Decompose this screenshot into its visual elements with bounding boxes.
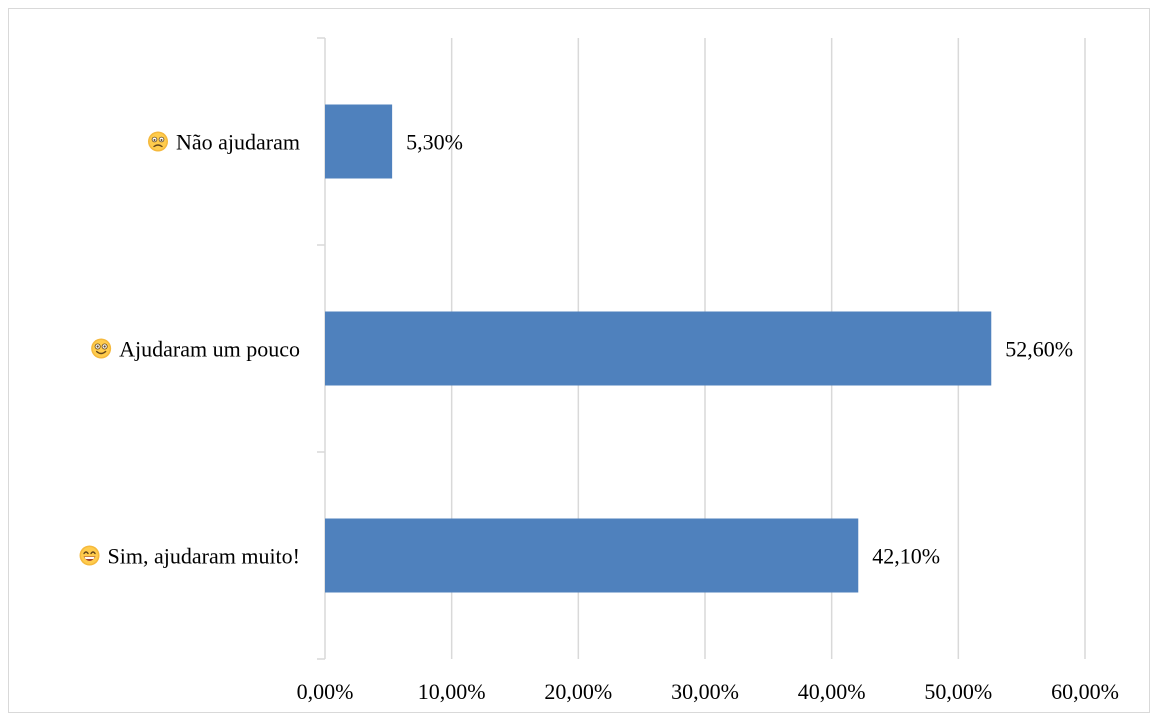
- icon-mouth: [95, 350, 107, 355]
- category-axis: [317, 37, 326, 660]
- x-tick-label: 60,00%: [1051, 679, 1119, 704]
- x-tick-label: 40,00%: [798, 679, 866, 704]
- bars: [325, 104, 992, 593]
- x-tick-label: 10,00%: [418, 679, 486, 704]
- category-icons: [79, 131, 168, 566]
- icon-pupil: [160, 139, 163, 141]
- bar: [325, 518, 859, 593]
- x-tick-label: 30,00%: [671, 679, 739, 704]
- labels: 0,00% 10,00% 20,00% 30,00% 40,00% 50,00% 60,00…: [108, 130, 1119, 705]
- bar: [325, 104, 393, 179]
- data-label: 5,30%: [406, 130, 463, 155]
- icon-pupil: [153, 139, 156, 141]
- icon-face-inner: [92, 340, 110, 357]
- icon-teeth: [84, 557, 95, 559]
- grinning-face-icon: [79, 545, 100, 566]
- category-label: Ajudaram um pouco: [119, 337, 300, 362]
- category-label: Sim, ajudaram muito!: [108, 544, 300, 569]
- chart-frame: [8, 8, 1150, 713]
- icon-face-inner: [81, 547, 99, 564]
- icon-pupil: [103, 345, 106, 348]
- icon-mouth: [153, 144, 163, 148]
- slightly-smiling-face-icon: [91, 338, 112, 359]
- x-tick-label: 0,00%: [297, 679, 354, 704]
- data-label: 52,60%: [1005, 337, 1073, 362]
- data-label: 42,10%: [872, 544, 940, 569]
- x-tick-label: 50,00%: [924, 679, 992, 704]
- icon-pupil: [96, 345, 99, 348]
- icon-eye: [90, 551, 96, 555]
- bar: [325, 311, 992, 386]
- icon-eye: [83, 551, 89, 555]
- icon-face-inner: [149, 133, 167, 150]
- category-label: Não ajudaram: [176, 130, 300, 155]
- x-tick-label: 20,00%: [544, 679, 612, 704]
- confused-face-icon: [148, 131, 168, 152]
